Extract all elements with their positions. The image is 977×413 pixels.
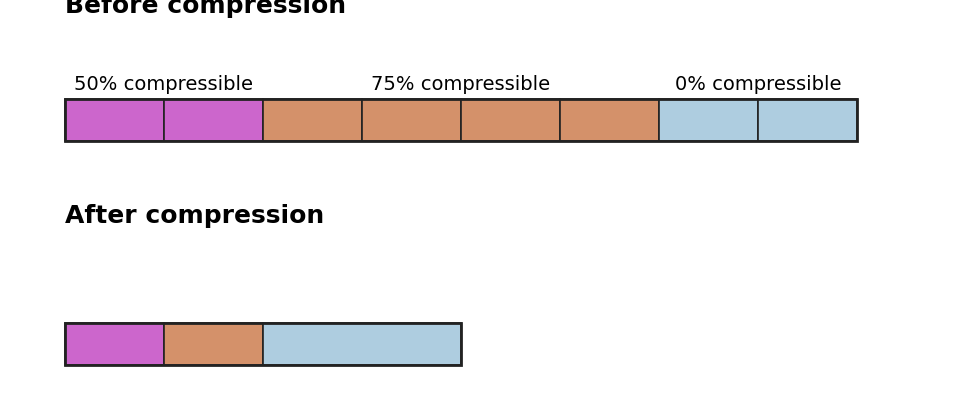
Bar: [263, 99, 362, 141]
Bar: [65, 323, 461, 365]
Bar: [659, 99, 758, 141]
Bar: [164, 323, 263, 365]
Bar: [164, 99, 263, 141]
Text: 0% compressible: 0% compressible: [675, 75, 841, 94]
Text: 50% compressible: 50% compressible: [74, 75, 253, 94]
Bar: [560, 99, 659, 141]
Bar: [362, 99, 461, 141]
Text: After compression: After compression: [65, 204, 324, 228]
Bar: [65, 99, 857, 141]
Bar: [65, 99, 164, 141]
Bar: [65, 323, 164, 365]
Bar: [461, 99, 560, 141]
Text: 75% compressible: 75% compressible: [371, 75, 551, 94]
Bar: [758, 99, 857, 141]
Bar: [263, 323, 461, 365]
Text: Before compression: Before compression: [65, 0, 346, 18]
